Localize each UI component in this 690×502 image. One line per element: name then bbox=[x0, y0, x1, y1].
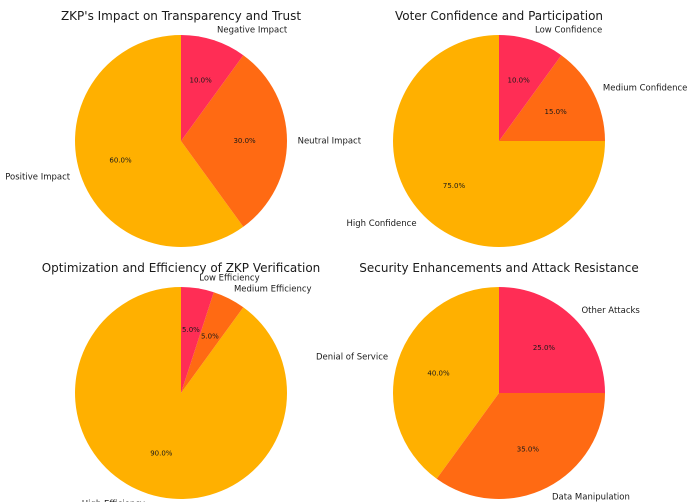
pie-slice-low-efficiency bbox=[181, 287, 214, 393]
slice-label-medium-confidence: Medium Confidence bbox=[603, 84, 687, 94]
pie-slice-high-efficiency bbox=[75, 287, 288, 499]
slice-label-other-attacks: Other Attacks bbox=[581, 306, 640, 316]
slice-percent-low-efficiency: 5.0% bbox=[182, 326, 200, 334]
slice-label-low-efficiency: Low Efficiency bbox=[199, 273, 259, 283]
slice-label-high-efficiency: High Efficiency bbox=[82, 499, 145, 502]
pie-slice-neutral-impact bbox=[181, 55, 288, 227]
pie-slice-medium-confidence bbox=[499, 55, 605, 141]
pie-chart-voter-confidence-and-participation: Voter Confidence and Participation High C… bbox=[347, 9, 687, 247]
slice-percent-positive-impact: 60.0% bbox=[109, 157, 132, 165]
slice-label-negative-impact: Negative Impact bbox=[217, 26, 288, 36]
pie-slice-other-attacks bbox=[499, 287, 605, 393]
slice-percent-medium-confidence: 15.0% bbox=[545, 108, 568, 116]
pie-slice-denial-of-service bbox=[392, 287, 499, 479]
slice-label-high-confidence: High Confidence bbox=[347, 219, 417, 229]
slice-label-low-confidence: Low Confidence bbox=[535, 26, 602, 36]
slice-percent-denial-of-service: 40.0% bbox=[427, 369, 450, 377]
slice-percent-medium-efficiency: 5.0% bbox=[201, 332, 219, 340]
slice-label-medium-efficiency: Medium Efficiency bbox=[234, 285, 312, 295]
chart-title: Security Enhancements and Attack Resista… bbox=[359, 261, 638, 275]
pie-slice-negative-impact bbox=[181, 35, 244, 141]
pie-slice-low-confidence bbox=[499, 35, 562, 141]
slice-label-positive-impact: Positive Impact bbox=[5, 173, 71, 183]
pie-slice-medium-efficiency bbox=[181, 292, 244, 393]
slice-percent-low-confidence: 10.0% bbox=[508, 77, 531, 85]
pie-chart-zkp-s-impact-on-transparency-and-trust: ZKP's Impact on Transparency and Trust Po… bbox=[5, 9, 362, 247]
slice-percent-other-attacks: 25.0% bbox=[533, 344, 556, 352]
chart-title: Optimization and Efficiency of ZKP Verif… bbox=[42, 261, 321, 275]
slice-label-denial-of-service: Denial of Service bbox=[316, 352, 388, 362]
slice-percent-high-efficiency: 90.0% bbox=[150, 449, 173, 457]
pie-slice-data-manipulation bbox=[436, 393, 605, 500]
slice-percent-neutral-impact: 30.0% bbox=[233, 137, 256, 145]
slice-percent-data-manipulation: 35.0% bbox=[517, 446, 540, 454]
pie-slice-positive-impact bbox=[75, 35, 244, 247]
pie-chart-optimization-and-efficiency-of-zkp-verification: Optimization and Efficiency of ZKP Verif… bbox=[42, 261, 321, 502]
chart-title: Voter Confidence and Participation bbox=[395, 9, 603, 23]
slice-percent-negative-impact: 10.0% bbox=[190, 77, 213, 85]
slice-label-neutral-impact: Neutral Impact bbox=[298, 137, 362, 147]
chart-title: ZKP's Impact on Transparency and Trust bbox=[61, 9, 301, 23]
slice-percent-high-confidence: 75.0% bbox=[443, 182, 466, 190]
pie-chart-security-enhancements-and-attack-resistance: Security Enhancements and Attack Resista… bbox=[316, 261, 640, 502]
slice-label-data-manipulation: Data Manipulation bbox=[552, 492, 630, 502]
